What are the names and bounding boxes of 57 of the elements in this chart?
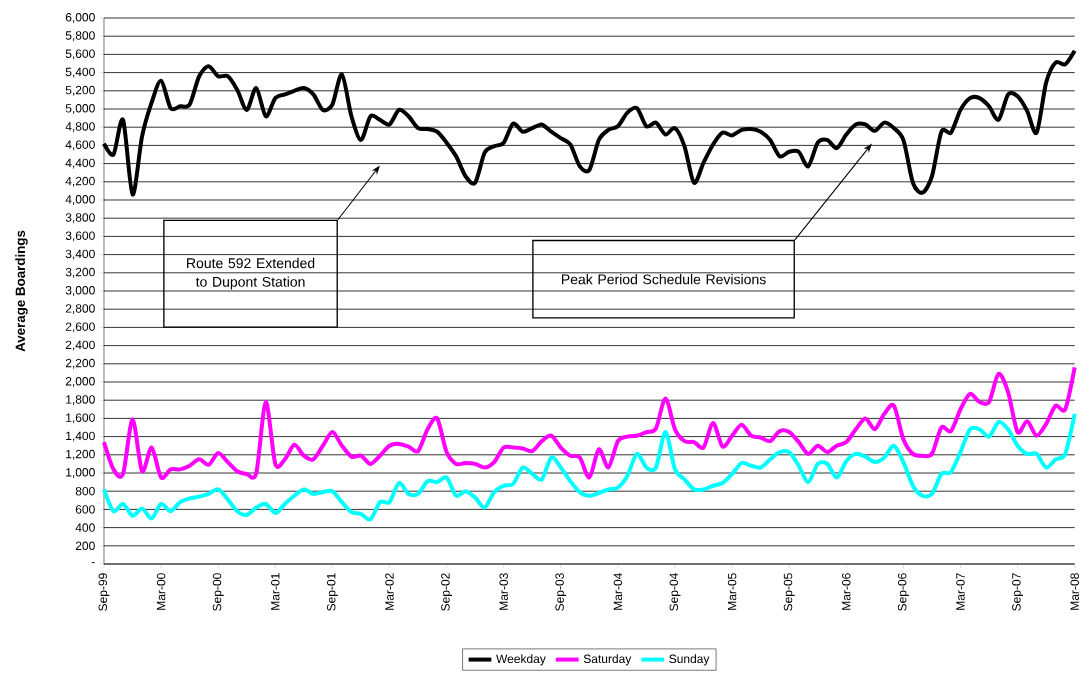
y-tick-label: 4,200 bbox=[65, 176, 95, 187]
y-tick-label: 5,600 bbox=[65, 49, 95, 60]
x-tick-label: Sep-02 bbox=[441, 573, 453, 611]
line-series bbox=[102, 365, 1077, 480]
y-tick-label: 5,800 bbox=[65, 31, 95, 42]
x-tick-label: Mar-00 bbox=[156, 573, 166, 610]
legend-label: Saturday bbox=[583, 654, 632, 666]
y-tick-label: 4,600 bbox=[65, 140, 95, 151]
annotation: Peak Period Schedule Revisions bbox=[561, 274, 766, 285]
y-tick-label: 2,600 bbox=[65, 322, 95, 333]
y-tick-label: 3,000 bbox=[65, 286, 95, 296]
y-tick-label: 1,400 bbox=[66, 431, 95, 442]
y-tick-label: 4,400 bbox=[65, 158, 95, 169]
y-tick-label: 600 bbox=[75, 505, 95, 514]
y-tick-label: 3,800 bbox=[65, 213, 95, 224]
x-tick-label: Sep-01 bbox=[326, 573, 338, 611]
y-tick-label: 5,200 bbox=[65, 85, 95, 96]
y-tick-label: 2,800 bbox=[65, 304, 95, 315]
x-tick-label: Sep-99 bbox=[98, 573, 110, 611]
x-tick-label: Sep-04 bbox=[669, 573, 681, 611]
x-tick-label: Mar-03 bbox=[499, 573, 508, 610]
x-tick-label: Mar-01 bbox=[271, 573, 280, 610]
y-tick-label: 800 bbox=[75, 486, 95, 496]
x-tick-label: Sep-06 bbox=[897, 573, 909, 611]
y-tick-label: 4,800 bbox=[65, 122, 95, 133]
x-tick-label: Mar-07 bbox=[956, 573, 965, 610]
y-tick-label: - bbox=[91, 562, 95, 564]
x-tick-label: Sep-00 bbox=[212, 573, 224, 611]
y-tick-label: 200 bbox=[75, 541, 95, 551]
legend-label: Sunday bbox=[669, 654, 710, 666]
y-tick-label: 1,200 bbox=[66, 449, 95, 460]
y-tick-label: 2,000 bbox=[65, 377, 95, 387]
x-tick-label: Sep-07 bbox=[1012, 573, 1024, 611]
y-tick-label: 2,400 bbox=[65, 340, 95, 351]
y-tick-label: 3,600 bbox=[65, 231, 95, 242]
x-tick-label: Sep-05 bbox=[783, 573, 795, 611]
x-tick-label: Mar-02 bbox=[385, 573, 394, 610]
legend-label: Weekday bbox=[496, 654, 546, 666]
y-axis-title: Average Boardings bbox=[15, 230, 28, 352]
y-tick-label: 5,400 bbox=[65, 67, 95, 78]
y-tick-label: 1,000 bbox=[66, 468, 95, 478]
x-tick-label: Mar-05 bbox=[727, 573, 737, 610]
y-tick-label: 6,000 bbox=[65, 13, 95, 23]
y-tick-label: 4,000 bbox=[65, 195, 95, 205]
x-tick-label: Sep-03 bbox=[555, 573, 567, 611]
line-series bbox=[102, 411, 1077, 522]
y-tick-label: 400 bbox=[75, 523, 95, 532]
x-tick-label: Mar-08 bbox=[1070, 573, 1079, 610]
y-tick-label: 1,800 bbox=[66, 395, 95, 406]
y-tick-label: 1,600 bbox=[66, 413, 95, 424]
y-tick-label: 3,200 bbox=[65, 267, 95, 278]
annotation: Route 592 Extended to Dupont Station bbox=[187, 257, 315, 290]
x-tick-label: Mar-04 bbox=[613, 573, 623, 610]
y-tick-label: 5,000 bbox=[65, 104, 95, 114]
x-tick-label: Mar-06 bbox=[842, 573, 851, 610]
y-tick-label: 3,400 bbox=[65, 249, 95, 260]
y-tick-label: 2,200 bbox=[65, 358, 95, 369]
